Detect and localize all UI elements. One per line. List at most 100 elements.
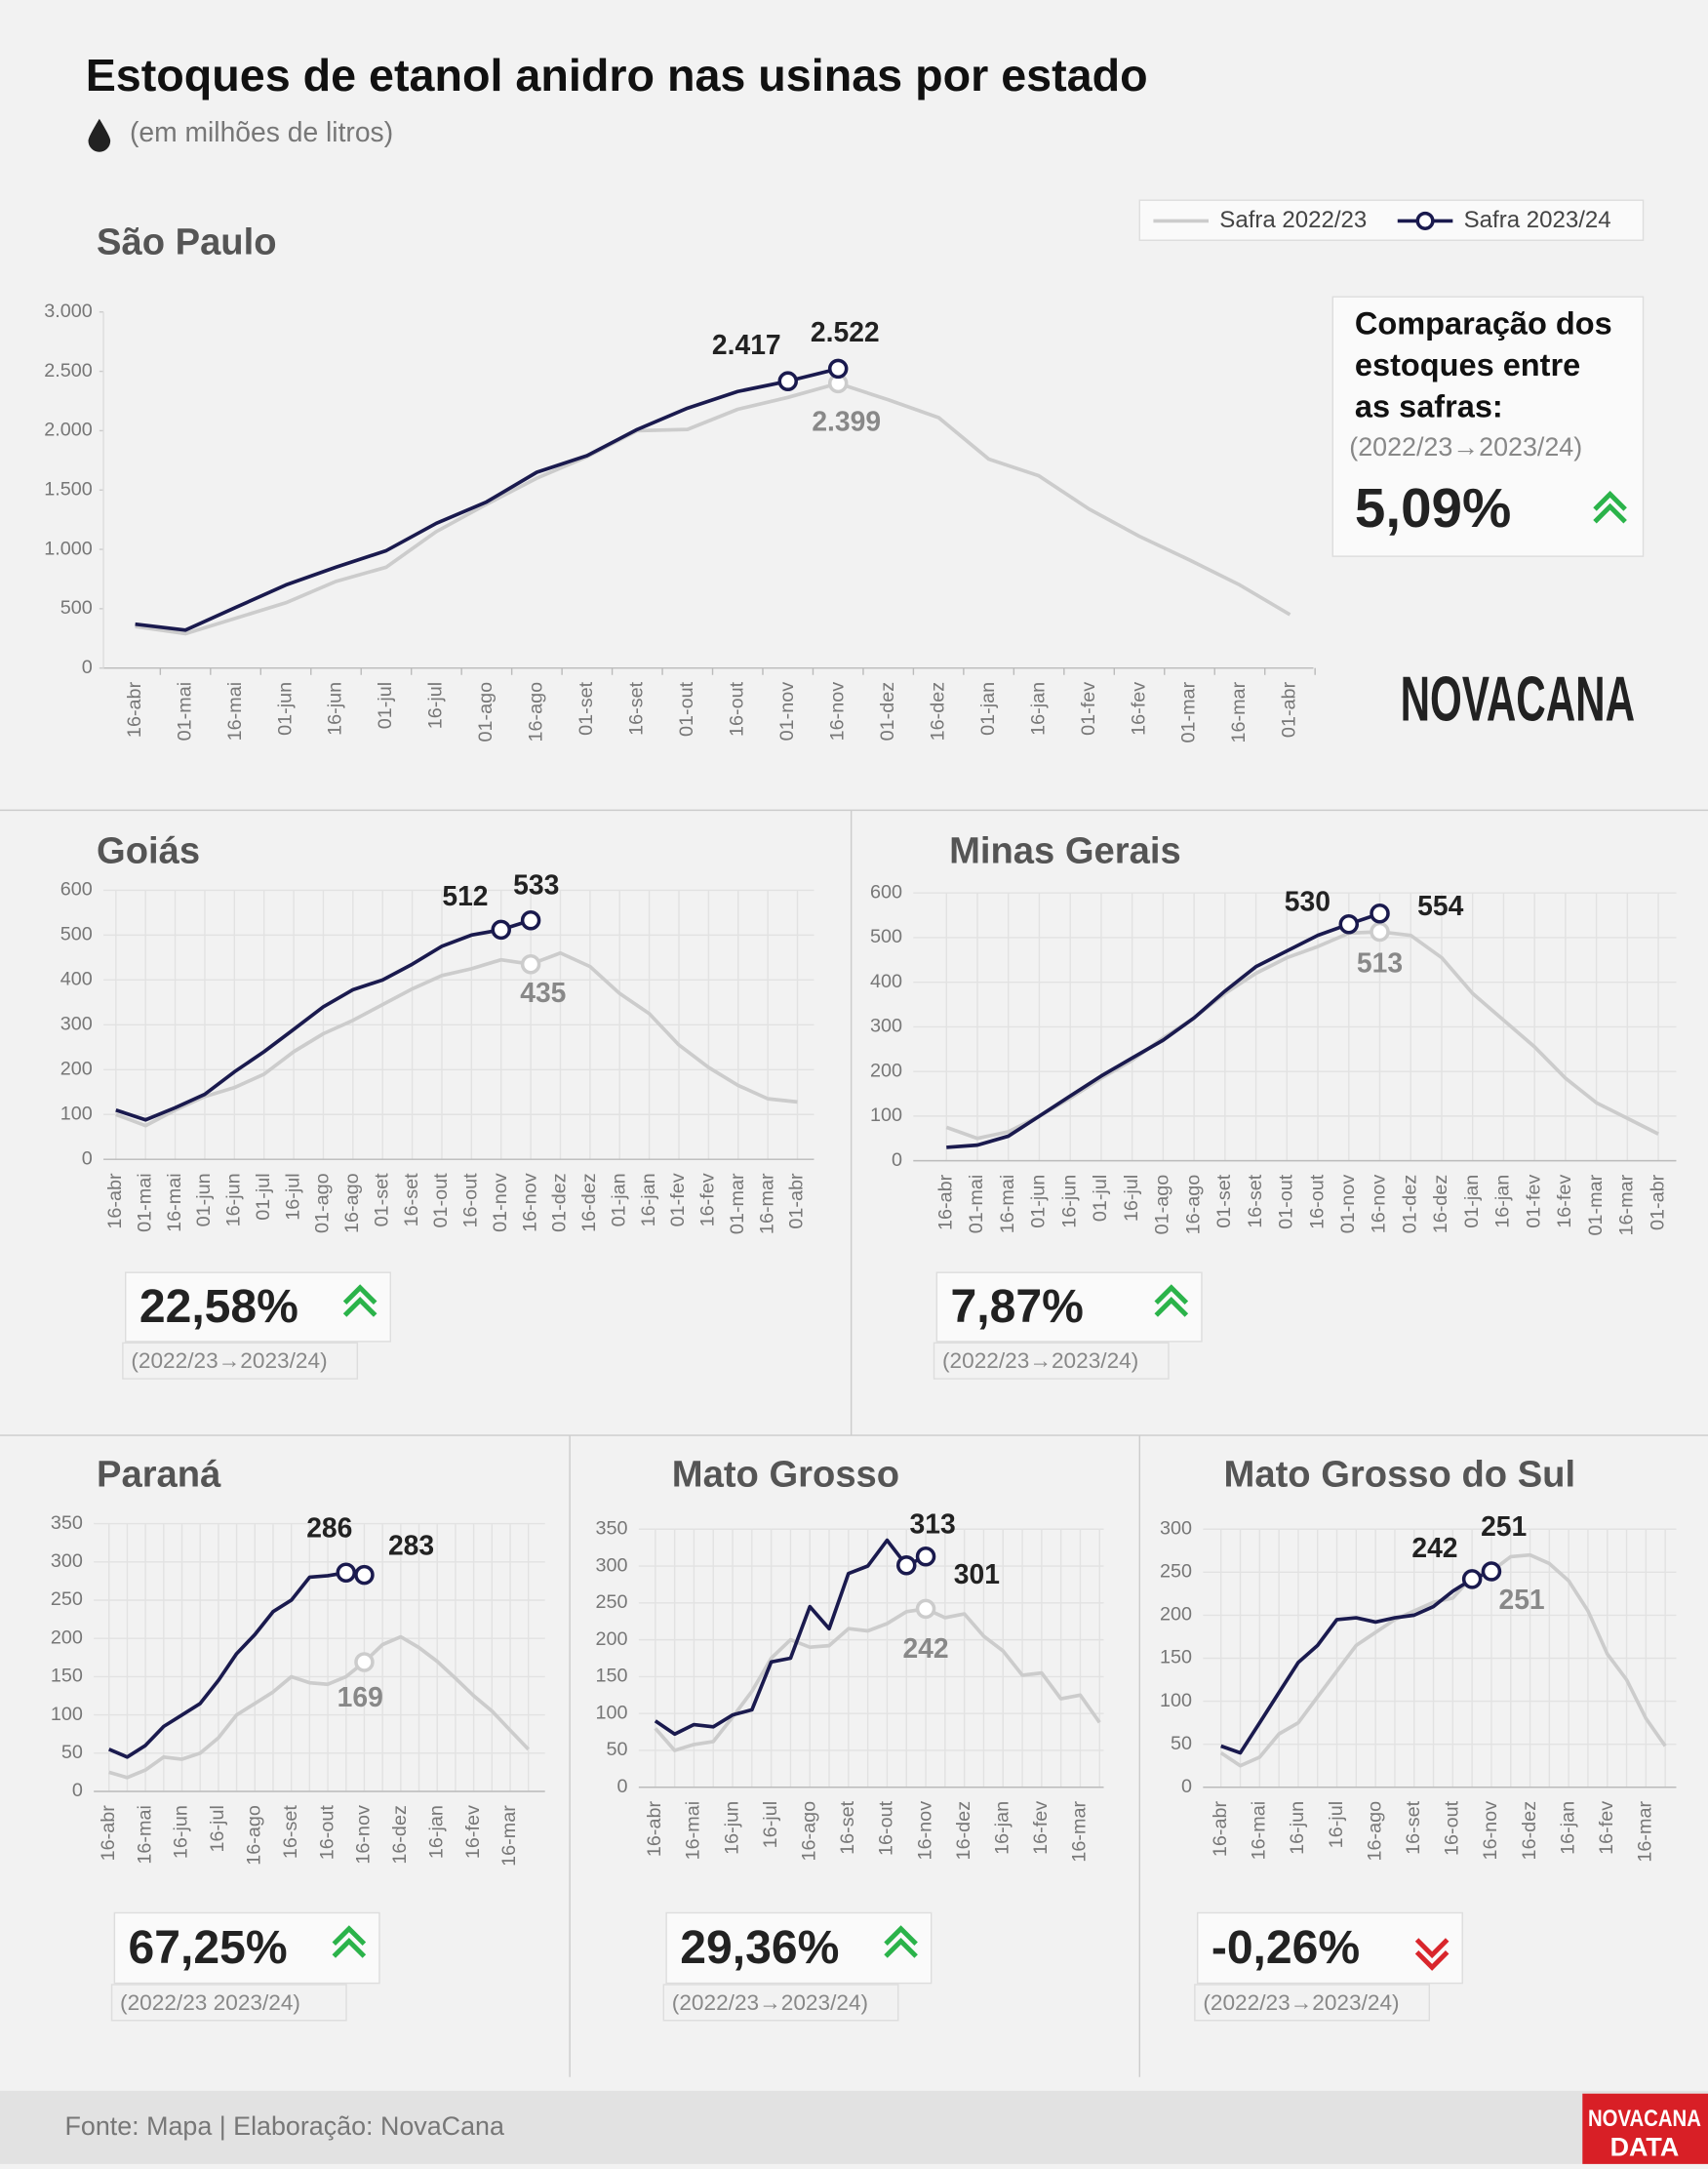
trend-arrow [1154,1296,1189,1317]
y-tick-label: 100 [60,1103,93,1124]
value-label: 242 [1411,1532,1457,1563]
value-label: 286 [306,1511,352,1543]
x-tick-label: 16-out [1442,1800,1463,1856]
trend-arrow [342,1284,377,1305]
comparison-title: estoques entre [1355,347,1580,382]
x-tick-label: 16-out [726,681,747,737]
x-tick-label: 16-abr [644,1800,665,1857]
change-value: 29,36% [680,1921,839,1974]
y-tick-label: 500 [870,926,902,947]
x-tick-label: 01-jun [1028,1175,1050,1228]
change-box [113,1911,380,1985]
value-label: 313 [910,1508,956,1540]
x-tick-label: 16-set [280,1805,301,1860]
x-tick-label: 01-out [430,1173,452,1228]
x-tick-label: 16-mai [997,1175,1018,1234]
y-tick-label: 250 [1160,1561,1192,1583]
change-value: 5,09% [1355,477,1511,539]
comparison-title: Comparação dos [1355,306,1612,341]
comparison-box [1331,296,1645,557]
x-tick-label: 16-abr [124,681,145,738]
point-marker [1481,1561,1502,1582]
x-tick-label: 01-dez [549,1173,571,1232]
x-tick-label: 16-jul [1121,1175,1142,1222]
value-label: 283 [388,1529,434,1560]
x-tick-label: 01-abr [786,1173,808,1229]
x-tick-label: 16-fev [1554,1175,1575,1228]
x-tick-label: 01-mar [1585,1174,1607,1235]
value-label: 301 [954,1558,1000,1589]
point-marker [827,358,849,380]
value-label: 2.522 [811,316,880,347]
x-tick-label: 16-nov [826,682,848,742]
x-tick-label: 01-out [1276,1174,1297,1229]
x-tick-label: 01-set [371,1173,392,1227]
x-tick-label: 16-mar [498,1805,520,1867]
comparison-period: (2022/23→2023/24) [1349,432,1582,462]
y-tick-label: 250 [51,1588,83,1610]
y-tick-label: 100 [596,1702,628,1723]
y-tick-label: 600 [870,881,902,903]
x-tick-label: 01-jul [1090,1175,1111,1222]
x-tick-label: 16-dez [1519,1801,1540,1861]
x-tick-label: 01-set [576,681,597,736]
point-marker [354,1564,375,1586]
point-marker [777,371,798,391]
trend-arrow [1593,490,1627,511]
period-box [933,1342,1170,1380]
y-tick-label: 50 [607,1739,628,1760]
point-marker [520,953,541,975]
y-tick-label: 2.000 [44,420,93,441]
series-line [946,911,1381,1149]
value-label: 533 [513,869,559,901]
period-box [110,1984,347,2022]
y-tick-label: 100 [51,1704,83,1725]
x-tick-label: 16-fev [1128,682,1149,736]
x-tick-label: 16-set [401,1173,422,1227]
x-tick-label: 16-dez [389,1805,411,1865]
legend-box [1138,199,1645,241]
x-tick-label: 16-mar [1069,1800,1091,1862]
x-tick-label: 01-jul [375,682,396,729]
x-tick-label: 16-fev [697,1173,719,1226]
comparison-period: (2022/23→2023/24) [131,1348,327,1373]
chart-title: Mato Grosso do Sul [1224,1454,1576,1496]
x-tick-label: 16-jan [1492,1175,1514,1228]
x-tick-label: 16-jul [760,1801,781,1848]
chart-title: São Paulo [97,221,277,263]
change-value: 67,25% [129,1921,288,1974]
x-tick-label: 16-mai [224,682,246,742]
y-tick-label: 350 [596,1517,628,1539]
x-tick-label: 01-jul [253,1173,274,1220]
x-tick-label: 16-jul [1326,1801,1347,1848]
legend-swatch [1415,211,1435,230]
x-tick-label: 16-set [626,681,648,736]
y-tick-label: 500 [60,597,93,619]
y-tick-label: 0 [72,1780,83,1801]
value-label: 554 [1417,890,1463,921]
x-tick-label: 01-fev [1078,682,1099,736]
x-tick-label: 01-nov [1337,1175,1359,1234]
y-tick-label: 0 [1181,1776,1192,1797]
x-tick-label: 16-nov [914,1801,935,1861]
y-tick-label: 100 [870,1105,902,1126]
x-tick-label: 16-abr [98,1805,119,1862]
trend-arrow [1414,1950,1450,1971]
series-line [115,950,798,1128]
x-tick-label: 16-jun [1287,1801,1308,1855]
subtitle: (em milhões de litros) [130,116,393,147]
trend-arrow [332,1925,367,1947]
x-tick-label: 16-ago [1364,1801,1385,1862]
x-tick-label: 01-mar [1178,681,1200,743]
y-tick-label: 500 [60,924,93,945]
comparison-period: (2022/23→2023/24) [942,1348,1138,1373]
x-tick-label: 16-mai [164,1173,185,1232]
change-box [665,1911,933,1985]
y-tick-label: 600 [60,879,93,901]
point-marker [1338,913,1360,935]
comparison-period: (2022/23→2023/24) [672,1990,868,2015]
x-tick-label: 16-nov [1369,1175,1390,1234]
trend-arrow [884,1937,918,1958]
x-tick-label: 16-dez [578,1173,600,1232]
